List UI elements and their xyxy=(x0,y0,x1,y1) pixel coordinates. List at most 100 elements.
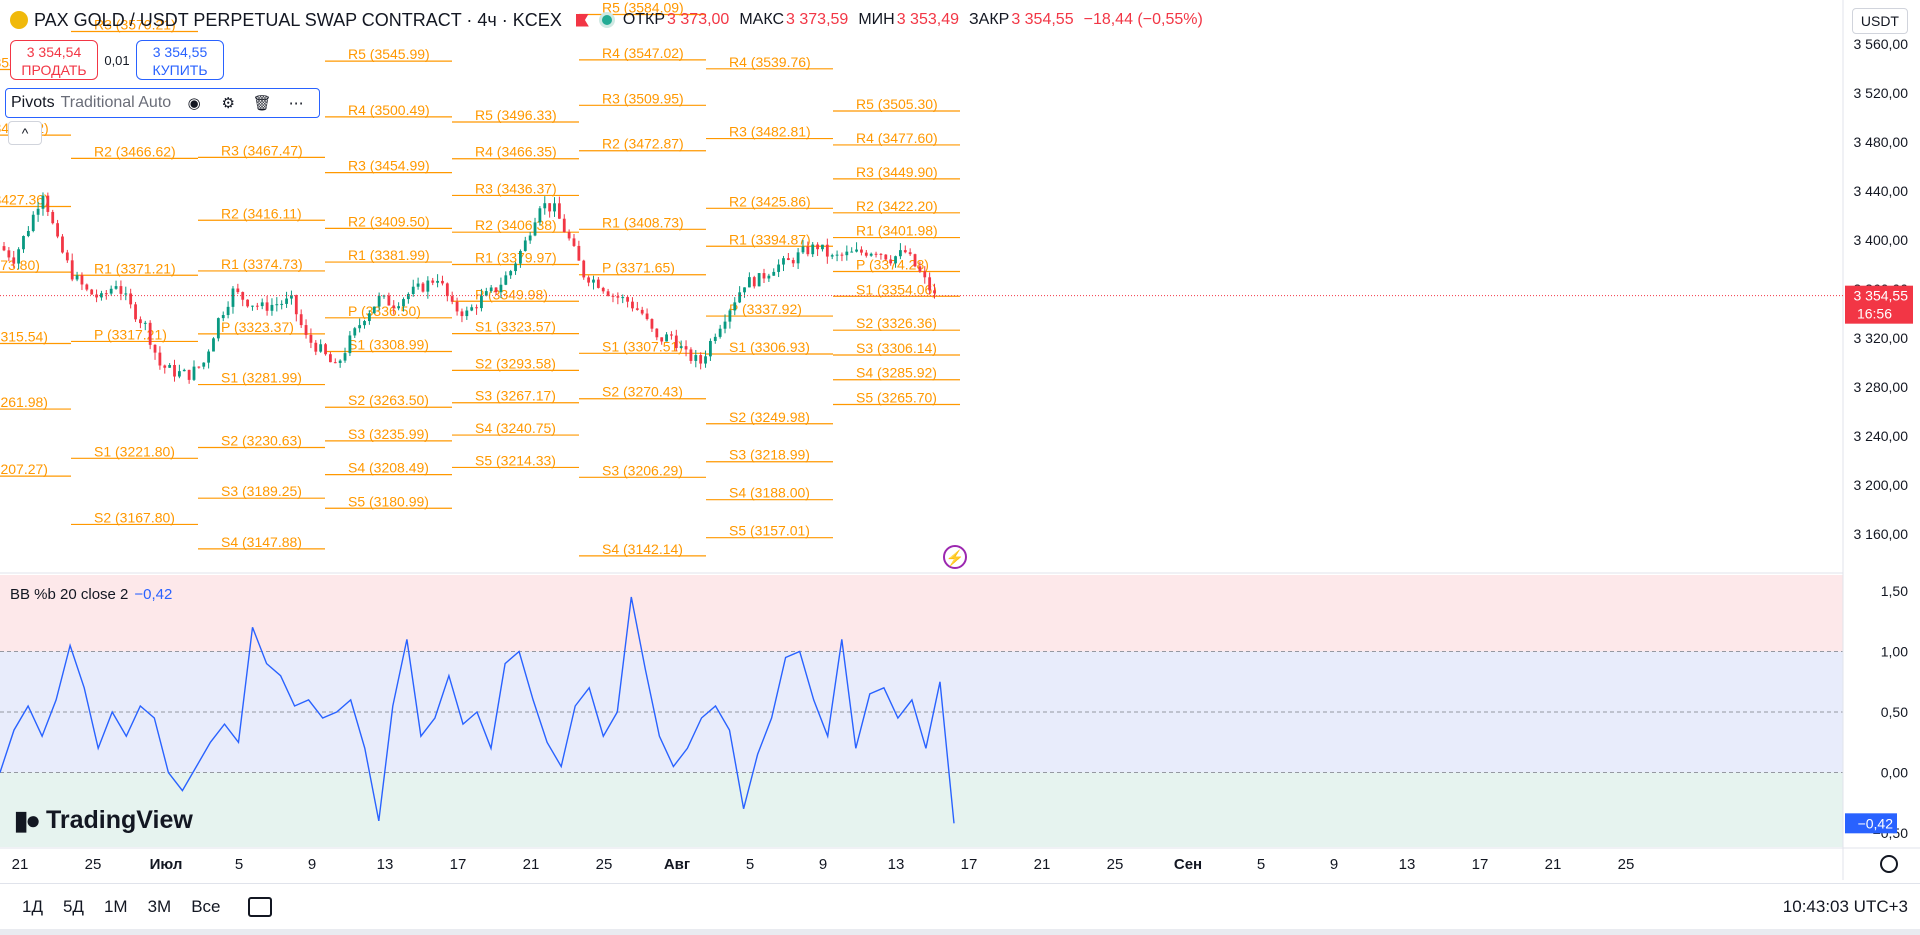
candle-body xyxy=(679,346,683,349)
pivots-legend[interactable]: Pivots Traditional Auto ◉ ⚙ 🗑 ⋯ xyxy=(5,88,320,118)
lightning-icon[interactable]: ⚡ xyxy=(943,545,967,569)
pivot-label: P (3337.92) xyxy=(729,301,802,317)
candle-body xyxy=(416,283,420,287)
candle-body xyxy=(533,222,537,236)
candle-body xyxy=(504,275,508,285)
candle-body xyxy=(22,236,25,250)
candle-body xyxy=(577,245,581,261)
tradingview-logo[interactable]: ▮● TradingView xyxy=(14,805,193,836)
time-tick-label: 21 xyxy=(1545,856,1562,873)
open-label: ОТКР xyxy=(622,11,666,28)
currency-selector[interactable]: USDT xyxy=(1851,8,1908,34)
sell-button[interactable]: 3 354,54 ПРОДАТЬ xyxy=(10,40,98,80)
time-tick-label: 25 xyxy=(1107,856,1124,873)
candle-body xyxy=(523,240,527,251)
candle-body xyxy=(251,305,254,307)
candle-body xyxy=(869,253,873,256)
candle-body xyxy=(221,315,225,319)
pivot-label: R4 (3539.76) xyxy=(729,54,811,70)
time-tick-label: 5 xyxy=(746,856,754,873)
calendar-icon[interactable] xyxy=(248,897,273,917)
range-3m[interactable]: 3М xyxy=(147,897,172,916)
trash-icon[interactable]: 🗑 xyxy=(252,95,272,112)
low-label: МИН xyxy=(858,11,895,28)
candle-body xyxy=(56,223,59,237)
pivot-label: R3 (3482.81) xyxy=(729,124,811,140)
pivot-label: S1 (3281.99) xyxy=(221,370,302,386)
candle-body xyxy=(377,295,381,307)
collapse-button[interactable]: ^ xyxy=(8,121,42,145)
bb-tick-label: 1,00 xyxy=(1881,644,1908,660)
high-value: 3 373,59 xyxy=(786,11,849,28)
range-all[interactable]: Все xyxy=(191,897,221,916)
candle-body xyxy=(928,277,932,291)
gear-icon[interactable]: ⚙ xyxy=(221,95,235,112)
price-tick-label: 3 240,00 xyxy=(1854,428,1909,444)
candle-body xyxy=(163,365,167,368)
candle-body xyxy=(304,325,308,335)
candle-body xyxy=(660,337,664,342)
candle-body xyxy=(445,283,449,297)
candle-body xyxy=(299,314,303,326)
price-tick-label: 3 560,00 xyxy=(1854,36,1909,52)
range-1m[interactable]: 1М xyxy=(103,897,128,916)
bb-name: BB %b 20 close 2 xyxy=(10,586,129,603)
candle-body xyxy=(80,275,84,285)
pivot-label: R1 (3371.21) xyxy=(94,260,176,276)
pivot-label: S1 (3323.57) xyxy=(475,319,556,335)
range-1d[interactable]: 1Д xyxy=(22,897,43,916)
bb-tick-label: 0,00 xyxy=(1881,765,1908,781)
candle-body xyxy=(275,304,279,306)
time-tick-label: 5 xyxy=(235,856,243,873)
candle-body xyxy=(100,293,103,298)
pivot-label: R4 (3477.60) xyxy=(856,130,938,146)
candle-body xyxy=(830,255,834,257)
candle-body xyxy=(46,195,50,212)
candle-body xyxy=(616,296,620,298)
bb-legend[interactable]: BB %b 20 close 2 −0,42 xyxy=(10,586,172,603)
candle-body xyxy=(762,273,766,279)
candle-body xyxy=(143,322,147,324)
pivot-label: S1 (3306.93) xyxy=(729,339,810,355)
candle-body xyxy=(119,286,123,294)
candle-body xyxy=(285,298,288,304)
axis-settings-icon[interactable] xyxy=(1880,855,1898,873)
candle-body xyxy=(801,246,805,253)
candle-body xyxy=(543,203,547,209)
candle-body xyxy=(782,258,785,265)
flag-icon[interactable] xyxy=(575,13,589,27)
candle-body xyxy=(41,195,45,209)
pivots-name: Pivots xyxy=(11,94,55,111)
time-tick-label: 9 xyxy=(308,856,316,873)
candle-body xyxy=(329,354,332,363)
candle-body xyxy=(777,264,781,272)
candle-body xyxy=(236,288,240,293)
candle-body xyxy=(246,299,249,307)
bottom-toolbar: 1Д 5Д 1М 3М Все 10:43:03 UTC+3 xyxy=(0,883,1920,930)
pivot-label: S3 (3306.14) xyxy=(856,340,937,356)
candle-body xyxy=(255,305,259,307)
candle-body xyxy=(124,293,128,295)
candle-body xyxy=(226,306,230,316)
bb-indicator xyxy=(0,596,955,824)
range-5d[interactable]: 5Д xyxy=(62,897,84,916)
eye-icon[interactable]: ◉ xyxy=(187,95,201,112)
candle-body xyxy=(363,321,366,326)
more-icon[interactable]: ⋯ xyxy=(288,95,304,112)
candle-body xyxy=(645,313,649,320)
candle-body xyxy=(129,293,133,305)
clock[interactable]: 10:43:03 UTC+3 xyxy=(1782,897,1908,916)
time-tick-label: 9 xyxy=(819,856,827,873)
open-value: 3 373,00 xyxy=(667,11,730,28)
candle-body xyxy=(241,292,245,300)
candle-body xyxy=(353,328,357,336)
pivots-settings: Traditional Auto xyxy=(60,94,172,111)
pivot-label: S2 (3293.58) xyxy=(475,355,556,371)
candle-body xyxy=(290,295,293,299)
buy-button[interactable]: 3 354,55 КУПИТЬ xyxy=(136,40,224,80)
symbol-title[interactable]: PAX GOLD / USDT PERPETUAL SWAP CONTRACT … xyxy=(34,9,562,30)
pivot-label: S3 (3206.29) xyxy=(602,462,683,478)
candle-body xyxy=(587,277,591,283)
